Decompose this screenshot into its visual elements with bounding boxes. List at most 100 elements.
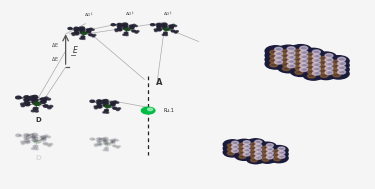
Circle shape	[315, 52, 336, 63]
Circle shape	[290, 62, 311, 72]
Circle shape	[235, 143, 254, 153]
Circle shape	[106, 112, 109, 113]
Circle shape	[30, 134, 34, 136]
Circle shape	[49, 105, 53, 107]
Circle shape	[32, 139, 38, 142]
Circle shape	[239, 143, 246, 147]
Circle shape	[80, 27, 84, 29]
Circle shape	[118, 108, 121, 109]
Circle shape	[42, 137, 46, 139]
Circle shape	[315, 60, 336, 71]
Circle shape	[21, 141, 24, 143]
Circle shape	[308, 74, 315, 78]
Circle shape	[40, 136, 46, 138]
Circle shape	[136, 31, 139, 32]
Circle shape	[68, 27, 72, 29]
Text: A: A	[156, 78, 163, 87]
Circle shape	[243, 149, 250, 152]
Circle shape	[270, 59, 278, 63]
Circle shape	[74, 27, 78, 29]
Circle shape	[258, 154, 276, 163]
Circle shape	[303, 48, 324, 59]
Circle shape	[115, 30, 118, 32]
Circle shape	[270, 153, 288, 163]
Circle shape	[320, 74, 328, 77]
Circle shape	[94, 145, 98, 147]
Circle shape	[270, 50, 278, 54]
Circle shape	[111, 24, 115, 26]
Text: E: E	[72, 46, 77, 55]
Circle shape	[333, 69, 341, 73]
Circle shape	[328, 60, 349, 70]
Circle shape	[102, 100, 105, 101]
Circle shape	[287, 55, 295, 59]
Circle shape	[132, 30, 135, 32]
Circle shape	[75, 33, 79, 35]
Circle shape	[97, 140, 101, 142]
Circle shape	[104, 102, 108, 104]
Circle shape	[97, 100, 101, 102]
Circle shape	[251, 154, 258, 158]
Circle shape	[320, 65, 328, 69]
Circle shape	[164, 28, 169, 31]
Circle shape	[76, 28, 79, 29]
Circle shape	[320, 57, 328, 60]
Circle shape	[274, 149, 281, 153]
Circle shape	[303, 57, 324, 67]
Circle shape	[312, 63, 320, 67]
Circle shape	[174, 25, 177, 27]
Circle shape	[162, 23, 164, 25]
Circle shape	[126, 34, 128, 36]
Circle shape	[295, 70, 303, 74]
Circle shape	[40, 139, 46, 141]
Circle shape	[21, 103, 24, 105]
Circle shape	[235, 147, 254, 156]
Circle shape	[278, 58, 299, 69]
Circle shape	[333, 60, 341, 64]
Text: $\Delta G^{\ddagger}$: $\Delta G^{\ddagger}$	[124, 10, 134, 19]
Circle shape	[246, 147, 265, 156]
Text: $\Delta G^{\ddagger}$: $\Delta G^{\ddagger}$	[84, 11, 94, 20]
Circle shape	[232, 149, 238, 153]
Circle shape	[114, 139, 117, 140]
Circle shape	[274, 52, 282, 56]
Circle shape	[295, 49, 303, 53]
Circle shape	[103, 149, 106, 151]
Text: $\Delta$E: $\Delta$E	[51, 41, 59, 49]
Circle shape	[325, 58, 333, 62]
Circle shape	[303, 61, 324, 72]
Circle shape	[300, 55, 308, 59]
Circle shape	[87, 30, 91, 32]
Circle shape	[16, 96, 21, 99]
Circle shape	[116, 147, 119, 148]
Circle shape	[278, 45, 299, 56]
Circle shape	[300, 50, 308, 54]
Circle shape	[274, 153, 281, 157]
Circle shape	[251, 143, 258, 146]
Circle shape	[87, 29, 91, 31]
Circle shape	[115, 29, 117, 30]
Circle shape	[42, 99, 46, 101]
Circle shape	[266, 151, 273, 155]
Circle shape	[24, 139, 30, 142]
Circle shape	[80, 38, 82, 39]
Circle shape	[72, 34, 75, 35]
Circle shape	[223, 140, 242, 149]
Circle shape	[47, 98, 51, 100]
Circle shape	[312, 50, 320, 54]
Circle shape	[116, 102, 119, 103]
Circle shape	[154, 30, 157, 32]
Circle shape	[104, 137, 108, 139]
Circle shape	[79, 29, 82, 31]
Circle shape	[287, 47, 295, 51]
Circle shape	[102, 102, 106, 104]
Circle shape	[97, 105, 101, 107]
Circle shape	[135, 32, 138, 33]
Circle shape	[32, 98, 38, 101]
Circle shape	[21, 105, 25, 107]
Circle shape	[300, 63, 308, 67]
Circle shape	[31, 110, 35, 112]
Circle shape	[258, 150, 276, 159]
Circle shape	[90, 28, 92, 29]
Circle shape	[328, 56, 349, 66]
